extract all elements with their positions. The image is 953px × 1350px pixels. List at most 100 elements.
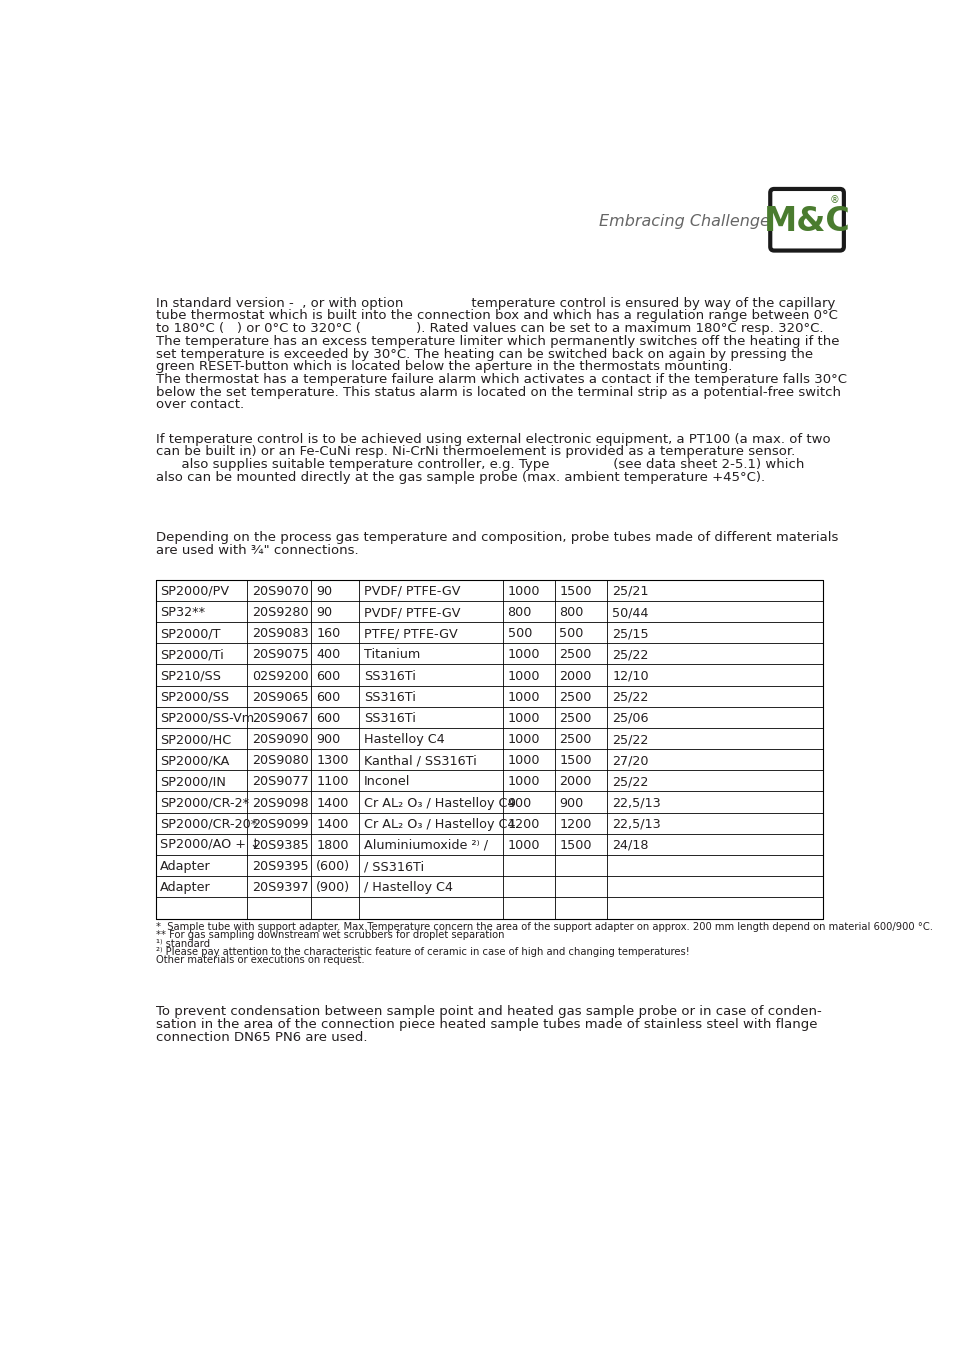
Text: Hastelloy C4: Hastelloy C4 xyxy=(364,733,444,747)
Text: 2500: 2500 xyxy=(558,711,591,725)
Text: ¹⁾ standard: ¹⁾ standard xyxy=(155,938,210,949)
Text: (600): (600) xyxy=(315,860,350,873)
Text: PVDF/ PTFE-GV: PVDF/ PTFE-GV xyxy=(364,606,460,620)
Text: 20S9098: 20S9098 xyxy=(252,796,308,810)
Text: 20S9397: 20S9397 xyxy=(252,882,308,894)
Text: SP2000/SS: SP2000/SS xyxy=(160,691,230,703)
Text: Aluminiumoxide ²⁾ /: Aluminiumoxide ²⁾ / xyxy=(364,838,488,852)
Text: set temperature is exceeded by 30°C. The heating can be switched back on again b: set temperature is exceeded by 30°C. The… xyxy=(155,347,812,360)
Text: 1400: 1400 xyxy=(315,796,348,810)
Text: PVDF/ PTFE-GV: PVDF/ PTFE-GV xyxy=(364,585,460,598)
Text: 1000: 1000 xyxy=(507,775,539,788)
Text: 600: 600 xyxy=(315,711,340,725)
Text: green RESET-button which is located below the aperture in the thermostats mounti: green RESET-button which is located belo… xyxy=(155,360,731,374)
Text: tube thermostat which is built into the connection box and which has a regulatio: tube thermostat which is built into the … xyxy=(155,309,837,323)
Text: SP2000/AO + ↓: SP2000/AO + ↓ xyxy=(160,838,261,852)
Text: 20S9090: 20S9090 xyxy=(252,733,308,747)
Text: 27/20: 27/20 xyxy=(612,755,648,767)
Text: SS316Ti: SS316Ti xyxy=(364,711,416,725)
Bar xyxy=(155,579,822,918)
Text: 1000: 1000 xyxy=(507,648,539,662)
Text: PTFE/ PTFE-GV: PTFE/ PTFE-GV xyxy=(364,628,457,640)
Text: over contact.: over contact. xyxy=(155,398,244,412)
Text: 25/06: 25/06 xyxy=(612,711,648,725)
Text: The temperature has an excess temperature limiter which permanently switches off: The temperature has an excess temperatur… xyxy=(155,335,839,348)
Text: Kanthal / SS316Ti: Kanthal / SS316Ti xyxy=(364,755,476,767)
Text: In standard version -  , or with option                temperature control is en: In standard version - , or with option t… xyxy=(155,297,834,309)
Text: 2000: 2000 xyxy=(558,670,591,683)
Text: 600: 600 xyxy=(315,670,340,683)
Text: 1000: 1000 xyxy=(507,755,539,767)
Text: 20S9070: 20S9070 xyxy=(252,585,308,598)
Text: 25/22: 25/22 xyxy=(612,648,648,662)
Text: 20S9077: 20S9077 xyxy=(252,775,308,788)
Text: To prevent condensation between sample point and heated gas sample probe or in c: To prevent condensation between sample p… xyxy=(155,1006,821,1018)
Text: 900: 900 xyxy=(315,733,340,747)
Text: SP2000/SS-Vm: SP2000/SS-Vm xyxy=(160,711,254,725)
Text: 25/21: 25/21 xyxy=(612,585,648,598)
Text: SP2000/IN: SP2000/IN xyxy=(160,775,226,788)
Text: 90: 90 xyxy=(315,585,332,598)
Text: SP2000/T: SP2000/T xyxy=(160,628,220,640)
Text: 90: 90 xyxy=(315,606,332,620)
Text: 25/22: 25/22 xyxy=(612,733,648,747)
Text: 50/44: 50/44 xyxy=(612,606,648,620)
Text: 1400: 1400 xyxy=(315,818,348,830)
Text: SP2000/KA: SP2000/KA xyxy=(160,755,230,767)
Text: 1500: 1500 xyxy=(558,585,591,598)
Text: sation in the area of the connection piece heated sample tubes made of stainless: sation in the area of the connection pie… xyxy=(155,1018,817,1031)
Text: Depending on the process gas temperature and composition, probe tubes made of di: Depending on the process gas temperature… xyxy=(155,531,837,544)
Text: 900: 900 xyxy=(507,796,531,810)
Text: Inconel: Inconel xyxy=(364,775,410,788)
Text: 800: 800 xyxy=(558,606,583,620)
Text: 1300: 1300 xyxy=(315,755,348,767)
Text: 800: 800 xyxy=(507,606,532,620)
Text: 1500: 1500 xyxy=(558,838,591,852)
Text: Cr AL₂ O₃ / Hastelloy C4: Cr AL₂ O₃ / Hastelloy C4 xyxy=(364,818,516,830)
Text: If temperature control is to be achieved using external electronic equipment, a : If temperature control is to be achieved… xyxy=(155,432,829,446)
Text: SP2000/CR-20*: SP2000/CR-20* xyxy=(160,818,257,830)
Text: M&C: M&C xyxy=(762,205,850,238)
Text: 20S9075: 20S9075 xyxy=(252,648,308,662)
Text: 20S9080: 20S9080 xyxy=(252,755,308,767)
Text: Adapter: Adapter xyxy=(160,882,211,894)
Text: ** For gas sampling downstream wet scrubbers for droplet separation: ** For gas sampling downstream wet scrub… xyxy=(155,930,503,941)
Text: 1000: 1000 xyxy=(507,691,539,703)
Text: SS316Ti: SS316Ti xyxy=(364,670,416,683)
Text: are used with ¾" connections.: are used with ¾" connections. xyxy=(155,544,358,558)
Text: ²⁾ Please pay attention to the characteristic feature of ceramic in case of high: ²⁾ Please pay attention to the character… xyxy=(155,946,689,957)
Text: Embracing Challenge: Embracing Challenge xyxy=(598,213,769,228)
Text: Other materials or executions on request.: Other materials or executions on request… xyxy=(155,954,364,965)
Text: Adapter: Adapter xyxy=(160,860,211,873)
Text: SP32**: SP32** xyxy=(160,606,205,620)
Text: 1200: 1200 xyxy=(558,818,591,830)
Text: 20S9083: 20S9083 xyxy=(252,628,308,640)
Text: can be built in) or an Fe-CuNi resp. Ni-CrNi thermoelement is provided as a temp: can be built in) or an Fe-CuNi resp. Ni-… xyxy=(155,446,794,459)
Text: The thermostat has a temperature failure alarm which activates a contact if the : The thermostat has a temperature failure… xyxy=(155,373,846,386)
Text: 24/18: 24/18 xyxy=(612,838,648,852)
Text: SP2000/HC: SP2000/HC xyxy=(160,733,232,747)
Text: below the set temperature. This status alarm is located on the terminal strip as: below the set temperature. This status a… xyxy=(155,386,840,398)
Text: 1500: 1500 xyxy=(558,755,591,767)
Text: 22,5/13: 22,5/13 xyxy=(612,818,660,830)
Text: 2500: 2500 xyxy=(558,733,591,747)
Text: 25/22: 25/22 xyxy=(612,775,648,788)
Text: / Hastelloy C4: / Hastelloy C4 xyxy=(364,882,453,894)
Text: 20S9385: 20S9385 xyxy=(252,838,308,852)
Text: SP2000/PV: SP2000/PV xyxy=(160,585,230,598)
Text: 20S9280: 20S9280 xyxy=(252,606,308,620)
Text: SP2000/CR-2*: SP2000/CR-2* xyxy=(160,796,249,810)
Text: also supplies suitable temperature controller, e.g. Type               (see data: also supplies suitable temperature contr… xyxy=(155,458,803,471)
Text: Titanium: Titanium xyxy=(364,648,420,662)
Text: 20S9395: 20S9395 xyxy=(252,860,308,873)
Text: 22,5/13: 22,5/13 xyxy=(612,796,660,810)
Text: 12/10: 12/10 xyxy=(612,670,648,683)
Text: 1000: 1000 xyxy=(507,733,539,747)
Text: 160: 160 xyxy=(315,628,340,640)
Text: / SS316Ti: / SS316Ti xyxy=(364,860,424,873)
Text: 1100: 1100 xyxy=(315,775,348,788)
Text: 1200: 1200 xyxy=(507,818,539,830)
Text: 1000: 1000 xyxy=(507,838,539,852)
FancyBboxPatch shape xyxy=(769,189,843,251)
Text: *  Sample tube with support adapter. Max.Temperature concern the area of the sup: * Sample tube with support adapter. Max.… xyxy=(155,922,932,933)
